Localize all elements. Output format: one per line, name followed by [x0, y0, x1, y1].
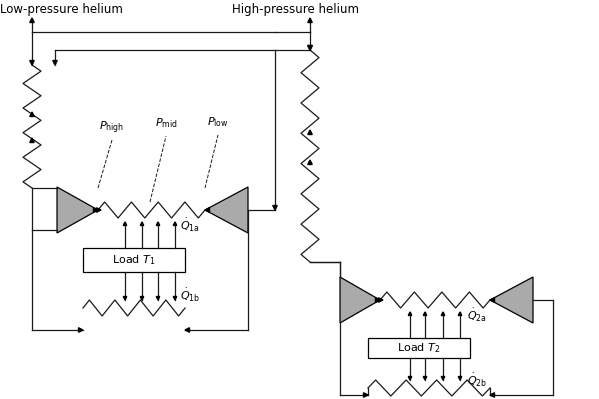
- Polygon shape: [140, 296, 144, 300]
- Text: $P_{\rm low}$: $P_{\rm low}$: [207, 115, 229, 129]
- Polygon shape: [140, 222, 144, 225]
- Polygon shape: [409, 312, 412, 316]
- Text: $P_{\rm high}$: $P_{\rm high}$: [99, 120, 125, 136]
- Bar: [83, 248, 185, 272]
- Text: Load $T_2$: Load $T_2$: [397, 341, 441, 355]
- Text: High-pressure helium: High-pressure helium: [232, 4, 359, 16]
- Polygon shape: [30, 18, 34, 22]
- Polygon shape: [78, 328, 83, 332]
- Polygon shape: [30, 61, 34, 65]
- Polygon shape: [57, 187, 98, 233]
- Polygon shape: [156, 222, 160, 225]
- Polygon shape: [308, 18, 312, 22]
- Polygon shape: [273, 205, 277, 210]
- Polygon shape: [205, 187, 248, 233]
- Polygon shape: [30, 112, 34, 117]
- Polygon shape: [173, 222, 177, 225]
- Polygon shape: [490, 277, 533, 323]
- Polygon shape: [458, 312, 462, 316]
- Text: $P_{\rm mid}$: $P_{\rm mid}$: [155, 116, 177, 130]
- Polygon shape: [185, 328, 189, 332]
- Polygon shape: [308, 45, 312, 50]
- Text: $\dot{Q}_{2\rm b}$: $\dot{Q}_{2\rm b}$: [467, 371, 488, 389]
- Polygon shape: [93, 208, 98, 212]
- Polygon shape: [423, 312, 426, 316]
- Polygon shape: [441, 312, 444, 316]
- Polygon shape: [173, 296, 177, 300]
- Polygon shape: [379, 298, 383, 302]
- Bar: [368, 338, 470, 358]
- Polygon shape: [308, 130, 312, 134]
- Polygon shape: [123, 222, 127, 225]
- Polygon shape: [458, 377, 462, 380]
- Text: $\dot{Q}_{1\rm b}$: $\dot{Q}_{1\rm b}$: [180, 286, 200, 304]
- Polygon shape: [156, 296, 160, 300]
- Polygon shape: [123, 296, 127, 300]
- Text: $\dot{Q}_{2\rm a}$: $\dot{Q}_{2\rm a}$: [467, 306, 487, 324]
- Polygon shape: [441, 377, 444, 380]
- Polygon shape: [30, 138, 34, 142]
- Text: $\dot{Q}_{1\rm a}$: $\dot{Q}_{1\rm a}$: [180, 216, 200, 233]
- Text: Load $T_1$: Load $T_1$: [112, 253, 156, 267]
- Polygon shape: [53, 61, 58, 65]
- Polygon shape: [205, 208, 210, 212]
- Text: Low-pressure helium: Low-pressure helium: [0, 4, 123, 16]
- Polygon shape: [340, 277, 380, 323]
- Polygon shape: [364, 393, 368, 397]
- Polygon shape: [308, 45, 312, 50]
- Polygon shape: [96, 208, 101, 212]
- Polygon shape: [423, 377, 426, 380]
- Polygon shape: [308, 160, 312, 164]
- Polygon shape: [490, 393, 495, 397]
- Polygon shape: [376, 298, 380, 302]
- Polygon shape: [409, 377, 412, 380]
- Polygon shape: [490, 298, 495, 302]
